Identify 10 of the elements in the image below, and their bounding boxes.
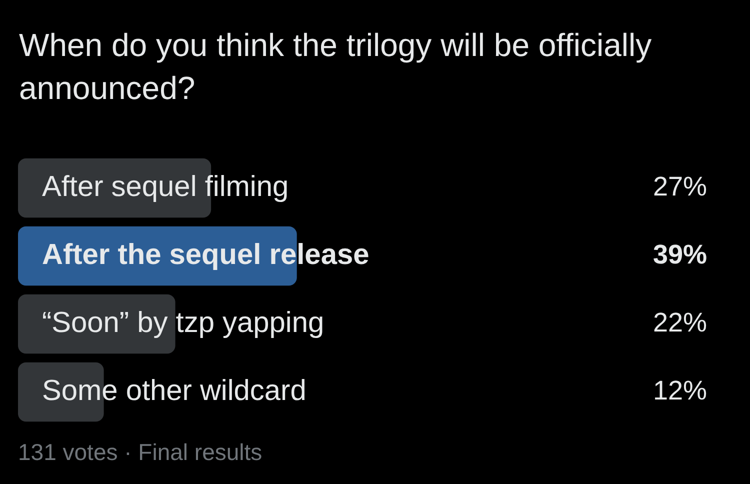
y-tick-label: “Soon” by tzp yapping [42, 307, 324, 339]
data-label: 12% [652, 375, 707, 406]
chart-title: When do you think the trilogy will be officially announced? [19, 26, 653, 108]
y-tick-label: Some other wildcard [42, 375, 306, 407]
y-tick-label: After sequel filming [42, 171, 289, 203]
text: 131 votes · Final results [18, 439, 262, 465]
data-label: 27% [652, 171, 707, 202]
data-label: 39% [652, 239, 707, 270]
bar [18, 294, 176, 354]
data-label: 22% [652, 307, 707, 338]
